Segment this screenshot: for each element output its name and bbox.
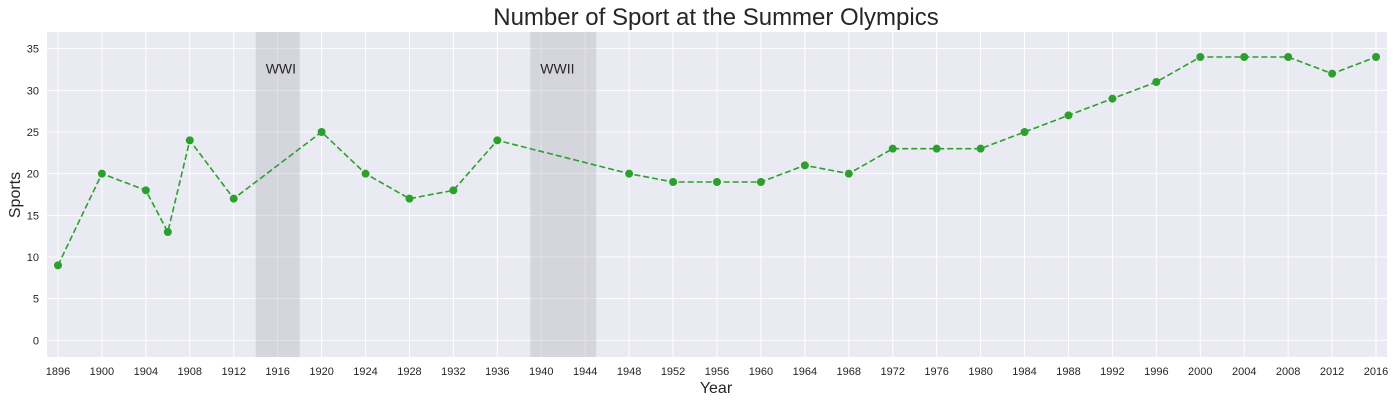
data-point xyxy=(1020,128,1029,136)
x-tick-label: 1956 xyxy=(705,366,729,378)
data-point xyxy=(1152,78,1161,86)
data-point xyxy=(1372,53,1381,61)
data-point xyxy=(229,194,238,203)
data-point xyxy=(1196,53,1205,61)
x-tick-label: 1916 xyxy=(265,366,289,378)
data-point xyxy=(405,194,414,203)
x-tick-label: 2000 xyxy=(1188,366,1212,378)
y-tick-label: 25 xyxy=(27,127,39,139)
x-tick-label: 1900 xyxy=(90,366,114,378)
data-point xyxy=(932,144,941,153)
x-tick-label: 1976 xyxy=(924,366,948,378)
data-point xyxy=(1064,111,1073,120)
x-tick-label: 1896 xyxy=(46,366,70,378)
data-point xyxy=(800,161,809,170)
data-point xyxy=(163,228,172,236)
x-tick-label: 1940 xyxy=(529,366,553,378)
data-point xyxy=(669,178,678,186)
x-tick-label: 1948 xyxy=(617,366,641,378)
x-tick-label: 1980 xyxy=(968,366,992,378)
data-point xyxy=(713,178,721,186)
y-tick-label: 10 xyxy=(27,252,39,264)
x-tick-label: 1984 xyxy=(1012,366,1036,378)
data-point xyxy=(1328,69,1337,78)
y-tick-label: 20 xyxy=(27,169,39,181)
x-tick-label: 1904 xyxy=(134,366,158,378)
x-tick-label: 1944 xyxy=(573,366,597,378)
y-tick-label: 0 xyxy=(33,335,39,347)
x-tick-label: 1960 xyxy=(749,366,773,378)
x-tick-label: 2016 xyxy=(1364,366,1388,378)
x-tick-label: 1912 xyxy=(221,366,245,378)
x-tick-label: 1988 xyxy=(1056,366,1080,378)
band-label-wwi: WWI xyxy=(266,61,296,77)
data-point xyxy=(976,144,985,153)
x-tick-label: 1924 xyxy=(353,366,377,378)
x-tick-label: 1936 xyxy=(485,366,509,378)
chart-title: Number of Sport at the Summer Olympics xyxy=(493,4,938,31)
data-point xyxy=(1284,53,1293,61)
series-layer xyxy=(53,53,1381,270)
x-tick-label: 1972 xyxy=(880,366,904,378)
y-tick-label: 35 xyxy=(27,44,39,56)
shaded-periods: WWI WWII xyxy=(255,32,597,357)
data-point xyxy=(493,136,502,145)
x-axis-label: Year xyxy=(700,380,733,397)
data-point xyxy=(1240,53,1249,61)
x-tick-label: 1928 xyxy=(397,366,421,378)
data-point xyxy=(888,144,897,153)
x-tick-label: 2004 xyxy=(1232,366,1256,378)
data-point xyxy=(1108,94,1117,103)
data-point xyxy=(361,169,370,178)
data-point xyxy=(53,261,62,270)
data-point xyxy=(141,186,150,195)
data-point xyxy=(625,169,634,178)
data-point xyxy=(756,178,765,186)
band-wwi xyxy=(255,32,300,357)
grid xyxy=(47,32,1387,357)
y-tick-label: 5 xyxy=(33,294,39,306)
data-point xyxy=(97,169,106,178)
x-tick-label: 2012 xyxy=(1320,366,1344,378)
data-point xyxy=(449,186,458,195)
data-point xyxy=(185,136,194,145)
x-tick-label: 1996 xyxy=(1144,366,1168,378)
x-tick-label: 1968 xyxy=(837,366,861,378)
x-tick-label: 1908 xyxy=(178,366,202,378)
x-tick-label: 1932 xyxy=(441,366,465,378)
y-tick-label: 15 xyxy=(27,210,39,222)
data-point xyxy=(317,128,326,136)
x-tick-label: 1964 xyxy=(793,366,817,378)
data-point xyxy=(844,169,853,178)
y-axis-label: Sports xyxy=(7,172,24,218)
x-tick-label: 1952 xyxy=(661,366,685,378)
y-axis-ticks: 0 5 10 15 20 25 30 35 xyxy=(27,44,39,348)
x-axis-ticks: 1896 1900 1904 1908 1912 1916 1920 1924 1928 1932… xyxy=(46,366,1389,378)
x-tick-label: 2008 xyxy=(1276,366,1300,378)
band-label-wwii: WWII xyxy=(540,61,574,77)
y-tick-label: 30 xyxy=(27,85,39,97)
band-wwii xyxy=(530,32,597,357)
x-tick-label: 1992 xyxy=(1100,366,1124,378)
x-tick-label: 1920 xyxy=(309,366,333,378)
